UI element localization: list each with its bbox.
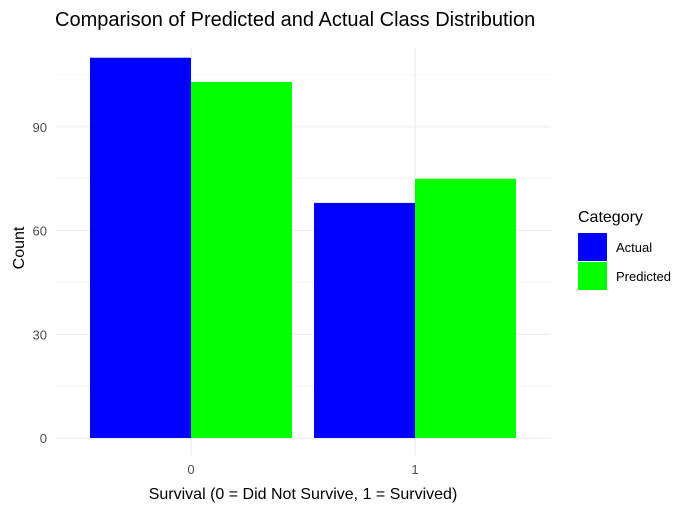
y-tick-label: 60 [33, 224, 47, 239]
bar-actual-0 [90, 57, 191, 438]
legend-key-predicted [578, 262, 607, 290]
y-tick-label: 90 [33, 120, 47, 135]
legend-label-actual: Actual [616, 240, 652, 255]
legend-title: Category [578, 209, 643, 226]
legend-label-predicted: Predicted [616, 269, 671, 284]
y-tick-label: 30 [33, 327, 47, 342]
bar-predicted-0 [191, 81, 292, 438]
x-axis-title: Survival (0 = Did Not Survive, 1 = Survi… [149, 486, 458, 503]
bar-actual-1 [314, 202, 415, 438]
y-tick-label: 0 [40, 431, 47, 446]
bar-predicted-1 [415, 178, 516, 438]
bars [90, 57, 516, 438]
chart-title: Comparison of Predicted and Actual Class… [55, 9, 535, 31]
legend: Category Actual Predicted [578, 209, 671, 290]
x-tick-label: 1 [411, 462, 418, 477]
legend-key-actual [578, 233, 607, 261]
x-tick-label: 0 [187, 462, 194, 477]
y-axis-title: Count [11, 226, 28, 269]
y-axis-ticks: 0 30 60 90 [33, 120, 47, 446]
